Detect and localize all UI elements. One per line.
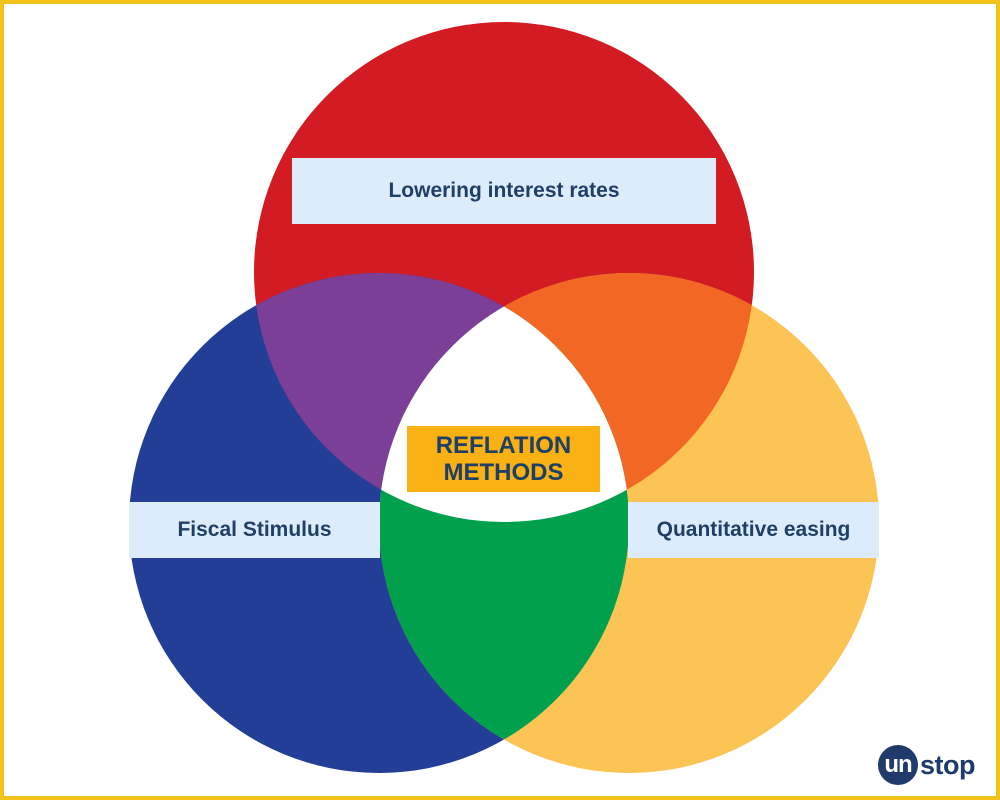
set-label-quantitative-easing: Quantitative easing xyxy=(628,502,879,558)
center-label-line1: REFLATION xyxy=(435,432,572,459)
set-label-fiscal-stimulus: Fiscal Stimulus xyxy=(129,502,380,558)
set-label-lowering-interest-rates: Lowering interest rates xyxy=(292,158,716,224)
center-label: REFLATION METHODS xyxy=(407,426,600,492)
set-label-text: Quantitative easing xyxy=(656,518,851,541)
venn-overlap-center xyxy=(379,273,629,522)
set-label-text: Lowering interest rates xyxy=(388,179,620,202)
venn-diagram xyxy=(129,22,879,773)
logo-text: stop xyxy=(920,749,976,780)
set-label-text: Fiscal Stimulus xyxy=(177,518,332,541)
logo-badge: un xyxy=(878,745,918,785)
unstop-logo: un stop xyxy=(878,744,976,786)
center-label-line2: METHODS xyxy=(443,459,564,486)
